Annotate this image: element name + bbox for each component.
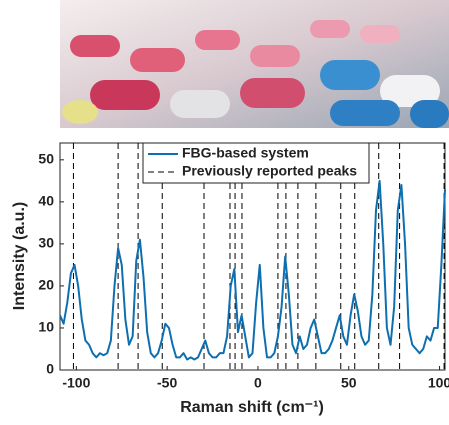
y-tick-label: 10: [38, 319, 54, 335]
y-tick-label: 0: [46, 361, 54, 377]
y-tick-label: 20: [38, 277, 54, 293]
y-axis-label: Intensity (a.u.): [11, 202, 28, 310]
x-tick-label: 0: [254, 375, 262, 391]
pill-photo: [60, 0, 449, 128]
y-tick-label: 40: [38, 193, 54, 209]
legend-label: FBG-based system: [182, 145, 309, 161]
figure: Raman shift (cm⁻¹) Intensity (a.u.) -100…: [0, 0, 449, 420]
y-tick-label: 30: [38, 235, 54, 251]
x-tick-label: -100: [62, 375, 90, 391]
y-tick-label: 50: [38, 151, 54, 167]
x-tick-label: 100: [428, 375, 449, 391]
x-tick-label: -50: [157, 375, 177, 391]
legend-label: Previously reported peaks: [182, 163, 357, 179]
x-tick-label: 50: [341, 375, 357, 391]
x-axis-label: Raman shift (cm⁻¹): [180, 399, 324, 416]
